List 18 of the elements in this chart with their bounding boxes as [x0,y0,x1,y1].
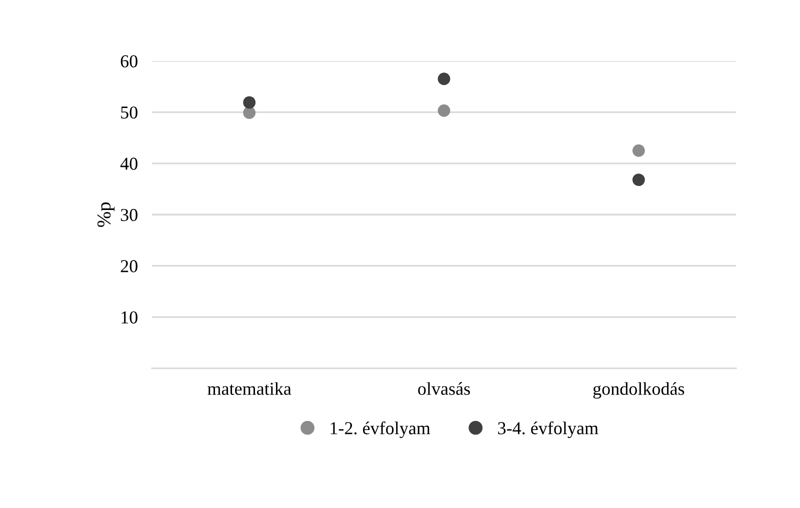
y-tick-label: 30 [120,208,138,222]
y-axis-title: %p [97,202,114,227]
y-tick-label: 50 [121,106,138,119]
y-tick-label: 20 [120,260,138,272]
x-tick-label: matematika [208,382,292,395]
legend-label: 3-4. évfolyam [498,421,598,438]
y-tick-label: 10 [122,311,138,324]
point [632,144,645,157]
point [438,72,450,86]
x-tick-label: olvasás [418,382,470,395]
y-tick-label: 40 [120,158,138,170]
legend-label: 1-2. évfolyam [330,421,430,438]
point [632,174,645,186]
x-tick-label: gondolkodás [593,382,684,399]
point [438,104,450,117]
point [243,96,256,109]
point [243,106,256,119]
y-tick-label: 60 [120,55,138,68]
